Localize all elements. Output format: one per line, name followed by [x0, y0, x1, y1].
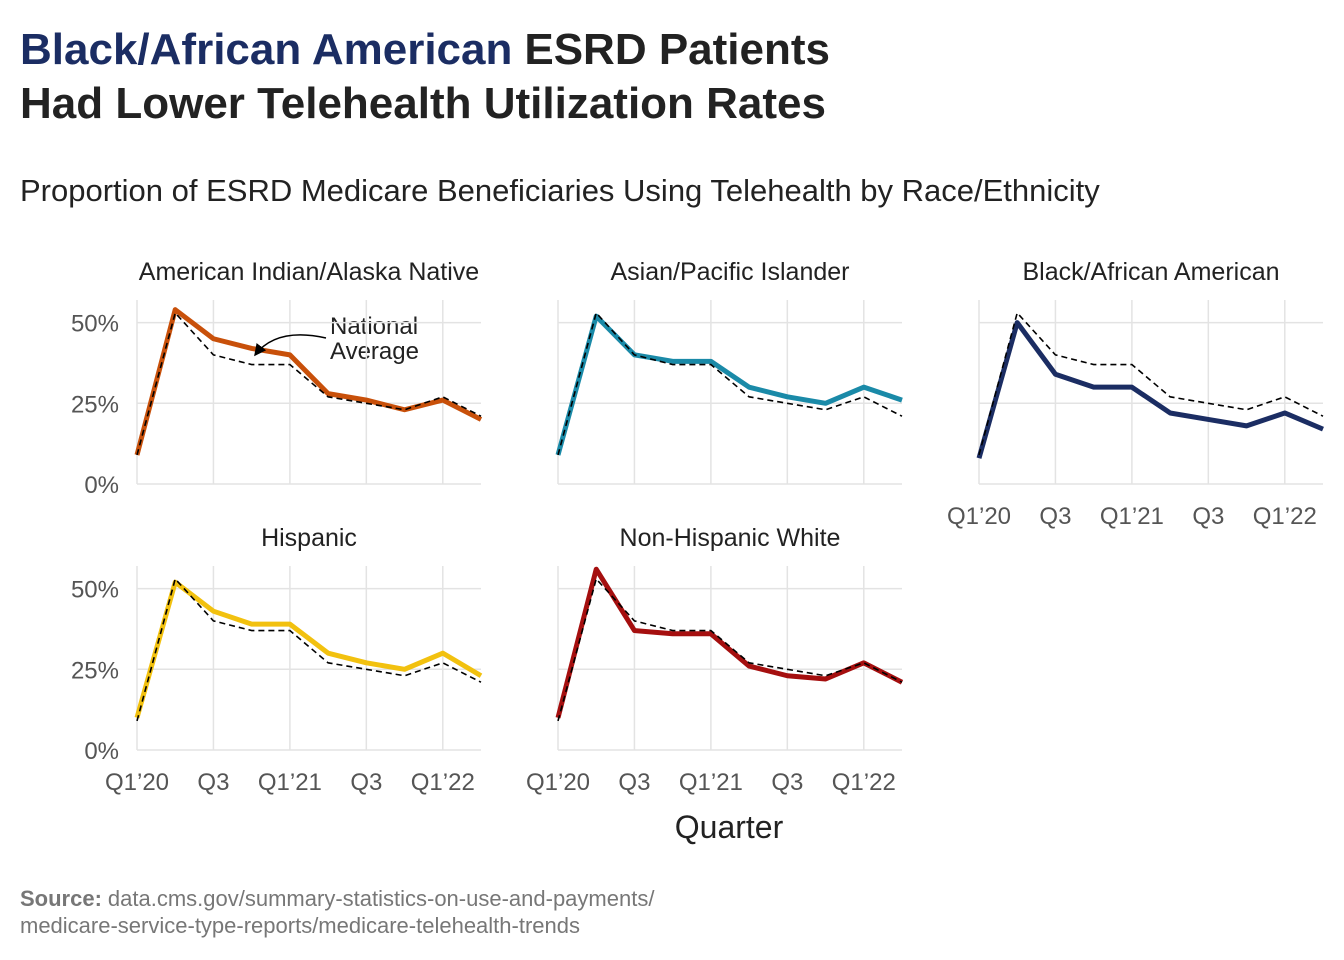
data-line — [134, 579, 483, 719]
y-tick-label: 0% — [84, 472, 119, 499]
y-tick-label: 50% — [71, 577, 119, 604]
x-tick-label: Q1’22 — [1253, 503, 1317, 530]
x-tick-label: Q1’22 — [832, 769, 896, 796]
source-line: data.cms.gov/summary-statistics-on-use-a… — [108, 886, 655, 911]
x-tick-label: Q3 — [618, 769, 650, 796]
panel-title: Black/African American — [1022, 258, 1279, 286]
panel: Hispanic 0% 25% 50% Q1’20 Q3 Q1’21 Q3 Q1’22 — [71, 524, 483, 796]
national-average-line — [557, 311, 903, 456]
chart-title-line2: Had Lower Telehealth Utilization Rates — [20, 79, 826, 128]
source: Source: data.cms.gov/summary-statistics-o… — [20, 886, 655, 911]
title-rest: ESRD Patients — [524, 25, 830, 74]
data-line — [976, 320, 1324, 459]
chart-subtitle: Proportion of ESRD Medicare Beneficiarie… — [20, 173, 1100, 208]
x-tick-label: Q1’21 — [679, 769, 743, 796]
x-axis-title: Quarter — [675, 809, 784, 845]
x-tick-label: Q3 — [197, 769, 229, 796]
annotation-arrow — [254, 334, 327, 357]
panel-title: Non-Hispanic White — [620, 524, 841, 552]
x-tick-label: Q1’20 — [947, 503, 1011, 530]
source-label: Source: — [20, 886, 102, 911]
panel-title: Hispanic — [261, 524, 357, 552]
data-line — [134, 307, 483, 456]
x-tick-label: Q3 — [771, 769, 803, 796]
x-tick-label: Q1’21 — [1100, 503, 1164, 530]
x-tick-label: Q3 — [1192, 503, 1224, 530]
annotation: National — [330, 313, 418, 340]
panel-title: American Indian/Alaska Native — [139, 258, 479, 286]
x-tick-label: Q1’20 — [105, 769, 169, 796]
x-tick-label: Q1’22 — [411, 769, 475, 796]
x-tick-label: Q3 — [350, 769, 382, 796]
annotation: Average — [330, 338, 419, 365]
x-tick-label: Q3 — [1039, 503, 1071, 530]
national-average-line — [978, 311, 1324, 456]
chart-title: Black/African American ESRD Patients — [20, 25, 830, 74]
national-average-line — [136, 311, 482, 456]
y-tick-label: 25% — [71, 657, 119, 684]
title-highlight: Black/African American — [20, 25, 512, 74]
national-average-line — [136, 577, 482, 722]
panel: American Indian/Alaska Native 0% 25% 50% — [71, 258, 483, 499]
data-line — [555, 566, 904, 719]
x-tick-label: Q1’20 — [526, 769, 590, 796]
panel: Non-Hispanic White Q1’20 Q3 Q1’21 Q3 Q1’22 — [526, 524, 904, 796]
data-line — [555, 313, 903, 456]
y-tick-label: 25% — [71, 391, 119, 418]
x-tick-label: Q1’21 — [258, 769, 322, 796]
source-line: medicare-service-type-reports/medicare-t… — [20, 913, 580, 938]
y-tick-label: 50% — [71, 311, 119, 338]
panel: Asian/Pacific Islander — [555, 258, 903, 485]
panel: Black/African American Q1’20 Q3 Q1’21 Q3 Q1’2… — [947, 258, 1324, 530]
national-average-line — [557, 577, 903, 722]
panel-title: Asian/Pacific Islander — [610, 258, 849, 286]
y-tick-label: 0% — [84, 738, 119, 765]
